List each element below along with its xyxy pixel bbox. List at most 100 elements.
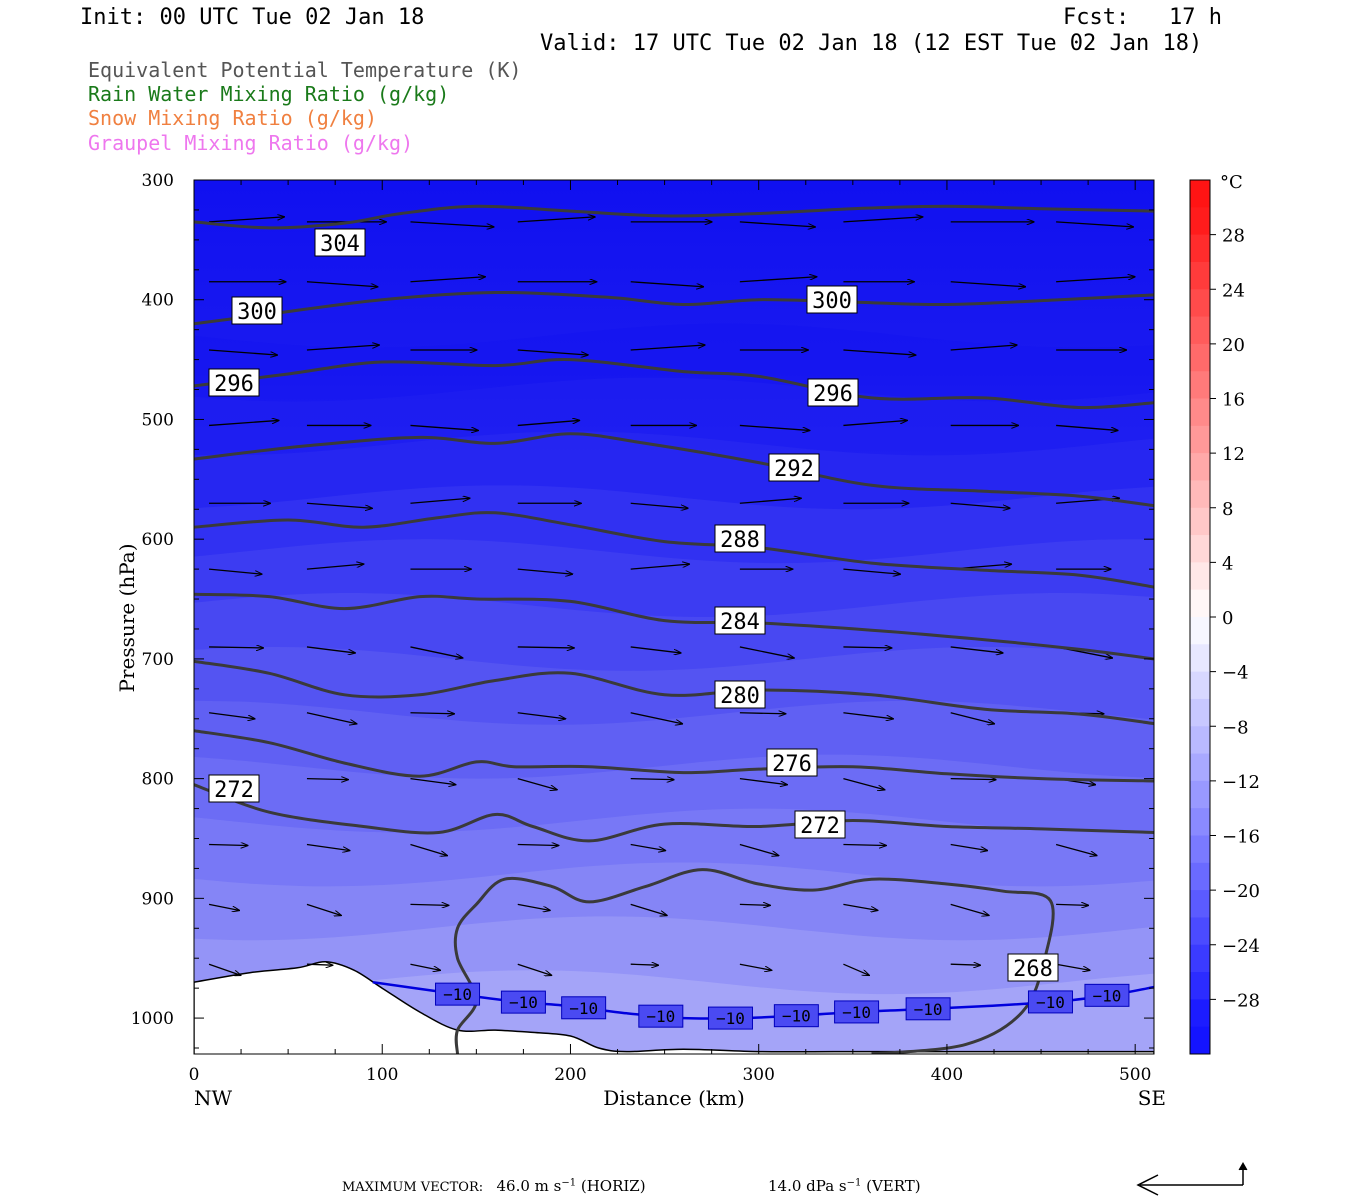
- colorbar: 28 24 20 16 12 8 4 0 −4 −8 −12 −16 −20 −24 −28: [1189, 179, 1260, 1055]
- colorbar-segment: [1190, 562, 1210, 591]
- wind-vector: [950, 502, 1010, 508]
- wind-vector: [739, 963, 772, 970]
- wind-vector: [843, 844, 886, 845]
- wind-vector: [306, 712, 357, 724]
- reference-vector: [1136, 1161, 1248, 1196]
- vert-value: 14.0 dPa s: [768, 1177, 847, 1195]
- wind-vector: [843, 217, 922, 223]
- theta-e-label-text: 292: [774, 457, 814, 482]
- colorbar-tick-label: 8: [1222, 499, 1233, 520]
- x-tick-label: 400: [931, 1065, 963, 1085]
- colorbar-segment: [1190, 371, 1210, 399]
- wind-vector: [630, 281, 704, 287]
- theta-e-label-text: 304: [320, 232, 360, 257]
- colorbar-tick-label: 4: [1222, 553, 1233, 574]
- wind-vector: [208, 712, 255, 719]
- wind-vector: [517, 349, 588, 355]
- wind-vector: [306, 964, 333, 965]
- minus-10-label-text: −10: [782, 1007, 811, 1026]
- wind-vector: [843, 963, 869, 975]
- wind-vector: [208, 963, 241, 975]
- colorbar-segment: [1190, 862, 1210, 891]
- colorbar-segment: [1190, 425, 1210, 454]
- valid-time: Valid: 17 UTC Tue 02 Jan 18 (12 EST Tue …: [540, 31, 1203, 56]
- theta-e-label-text: 288: [720, 528, 760, 553]
- wind-vector: [739, 843, 779, 855]
- minus-10-labels: −10 −10 −10 −10 −10 −10 −10 −10 −10 −10: [435, 982, 1130, 1030]
- wind-vector: [950, 964, 981, 965]
- wind-vector: [410, 904, 448, 905]
- legend-snow: Snow Mixing Ratio (g/kg): [88, 106, 377, 130]
- wind-vector: [739, 424, 810, 430]
- colorbar-segment: [1190, 589, 1210, 618]
- wind-vector: [843, 420, 907, 427]
- colorbar-segment: [1190, 234, 1210, 263]
- wind-vector: [630, 843, 666, 850]
- theta-e-label-text: 300: [812, 289, 852, 314]
- theta-e-contour: [194, 358, 1154, 410]
- colorbar-segment: [1190, 617, 1210, 645]
- minus-10-label-text: −10: [509, 993, 538, 1012]
- y-axis: 300 400 500 600 700 800 900 1000: [131, 171, 1154, 1049]
- colorbar-segment: [1190, 453, 1210, 481]
- shading-bands: [194, 323, 1154, 1054]
- legend-theta-e: Equivalent Potential Temperature (K): [88, 58, 522, 82]
- init-time: Init: 00 UTC Tue 02 Jan 18: [80, 5, 425, 30]
- theta-e-label-text: 272: [800, 814, 840, 839]
- minus-10-label: −10: [905, 997, 951, 1021]
- y-tick-label: 700: [142, 650, 174, 670]
- wind-vector: [306, 779, 348, 780]
- minus-10-label-text: −10: [1092, 986, 1121, 1005]
- colorbar-segment: [1190, 890, 1210, 918]
- colorbar-segment: [1190, 698, 1210, 727]
- theta-e-label-text: 284: [720, 610, 760, 635]
- theta-e-label: 304: [314, 228, 366, 257]
- minus-10-label: −10: [773, 1004, 819, 1028]
- wind-vector: [410, 843, 447, 855]
- colorbar-tick-label: −8: [1222, 717, 1249, 738]
- colorbar-tick-label: 12: [1222, 444, 1245, 465]
- wind-vector: [517, 903, 550, 910]
- wind-vector: [739, 777, 787, 785]
- theta-e-label-text: 280: [720, 684, 760, 709]
- wind-vector: [306, 903, 341, 915]
- theta-e-contour: [194, 729, 1154, 783]
- wind-vector: [410, 777, 455, 785]
- x-end-left: NW: [194, 1086, 233, 1110]
- minus-10-label: −10: [638, 1004, 684, 1028]
- colorbar-segment: [1190, 835, 1210, 864]
- wind-vector: [410, 277, 485, 283]
- colorbar-tick-label: 20: [1222, 335, 1245, 356]
- wind-vector: [410, 963, 440, 970]
- y-axis-label: Pressure (hPa): [115, 544, 139, 693]
- theta-e-label: 292: [768, 453, 820, 482]
- colorbar-segment: [1190, 398, 1210, 427]
- colorbar-segment: [1190, 972, 1210, 1000]
- wind-vector: [739, 277, 817, 283]
- colorbar-segment: [1190, 261, 1210, 290]
- colorbar-tick-label: 24: [1222, 280, 1245, 301]
- theta-e-contour: [194, 592, 1154, 661]
- theta-e-contour: [194, 432, 1154, 508]
- y-tick-label: 1000: [131, 1009, 174, 1029]
- max-vector-footer: MAXIMUM VECTOR: 46.0 m s−1 (HORIZ): [342, 1177, 646, 1195]
- max-vector-label: MAXIMUM VECTOR:: [342, 1180, 484, 1195]
- wind-vector: [410, 221, 493, 227]
- theta-e-contour: [194, 659, 1154, 726]
- wind-vector: [843, 778, 884, 790]
- wind-vector: [209, 217, 284, 223]
- colorbar-tick-label: 0: [1222, 608, 1233, 629]
- wind-vector: [306, 843, 350, 850]
- theta-e-label: 272: [208, 774, 260, 803]
- theta-e-label-text: 296: [813, 382, 853, 407]
- wind-vector: [630, 779, 674, 780]
- colorbar-tick-label: −16: [1222, 827, 1260, 848]
- wind-vector: [843, 349, 915, 355]
- wind-vector: [739, 904, 770, 905]
- theta-e-labels: 304 300 296 292 288 284 280 276 272 268 300 296 272: [208, 228, 1059, 982]
- wind-vector: [1056, 277, 1135, 283]
- minus-10-label-text: −10: [1036, 993, 1065, 1012]
- wind-vector: [208, 903, 239, 910]
- horiz-value: 46.0 m s: [496, 1177, 562, 1195]
- theta-e-label: 284: [714, 606, 766, 635]
